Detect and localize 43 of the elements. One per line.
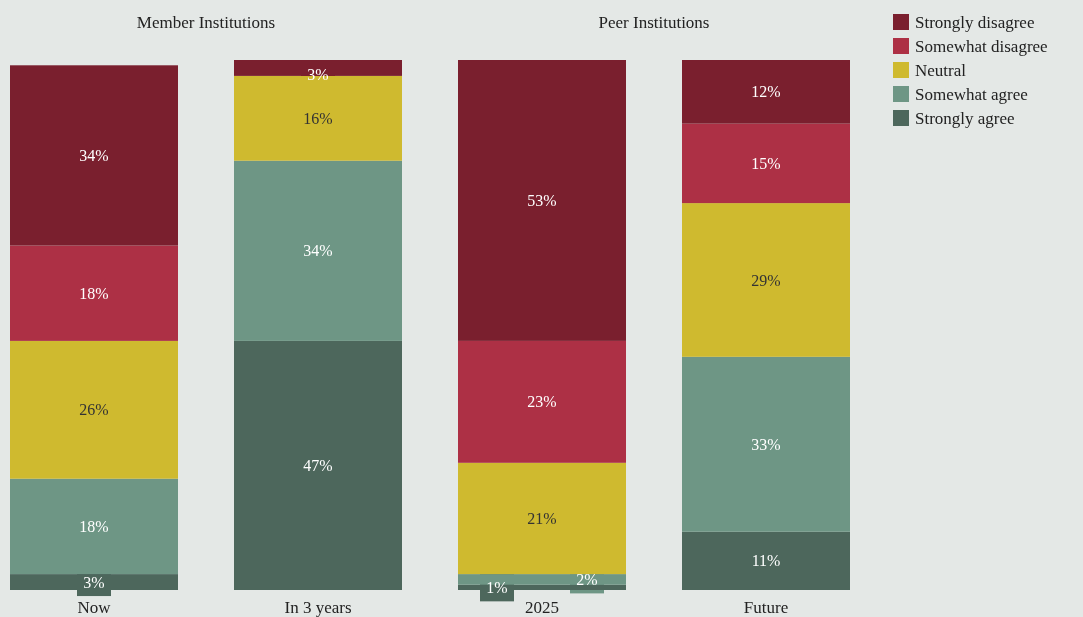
legend-label: Somewhat agree xyxy=(915,84,1028,104)
data-label: 2% xyxy=(576,571,598,588)
data-label: 26% xyxy=(79,401,109,419)
data-label: 18% xyxy=(79,284,109,302)
bar xyxy=(234,160,402,341)
data-label: 16% xyxy=(303,109,333,127)
bar xyxy=(10,65,178,246)
bar xyxy=(458,462,626,575)
bar xyxy=(458,60,626,341)
bar xyxy=(10,245,178,341)
data-label: 53% xyxy=(527,192,557,210)
legend-label: Neutral xyxy=(915,60,967,80)
x-tick-label: In 3 years xyxy=(284,597,352,617)
legend-label: Somewhat disagree xyxy=(915,36,1048,56)
data-label: 23% xyxy=(527,393,557,411)
data-label: 33% xyxy=(751,435,781,453)
bar xyxy=(682,356,850,532)
data-label: 34% xyxy=(303,242,333,260)
bar xyxy=(458,340,626,463)
bar xyxy=(10,340,178,479)
data-label: 47% xyxy=(303,457,333,475)
data-label: 12% xyxy=(751,83,781,101)
data-label: 29% xyxy=(751,271,781,289)
data-label: 18% xyxy=(79,518,109,535)
chart-title: Peer Institutions xyxy=(598,12,710,32)
bar xyxy=(10,478,178,575)
data-label: 21% xyxy=(527,510,557,528)
legend-label: Strongly disagree xyxy=(915,12,1035,32)
x-tick-label: 2025 xyxy=(525,597,559,617)
data-label: 3% xyxy=(83,573,105,591)
bar xyxy=(682,203,850,357)
bar xyxy=(682,123,850,204)
data-label: 1% xyxy=(486,578,508,596)
data-label: 11% xyxy=(751,552,781,570)
x-tick-label: Now xyxy=(77,597,112,617)
bar xyxy=(682,531,850,590)
x-tick-label: Future xyxy=(743,597,789,617)
chart-title: Member Institutions xyxy=(136,12,276,32)
bar xyxy=(682,60,850,124)
data-label: 34% xyxy=(79,147,109,164)
legend-label: Strongly agree xyxy=(915,108,1015,128)
bar xyxy=(234,340,402,590)
data-label: 15% xyxy=(751,154,781,172)
